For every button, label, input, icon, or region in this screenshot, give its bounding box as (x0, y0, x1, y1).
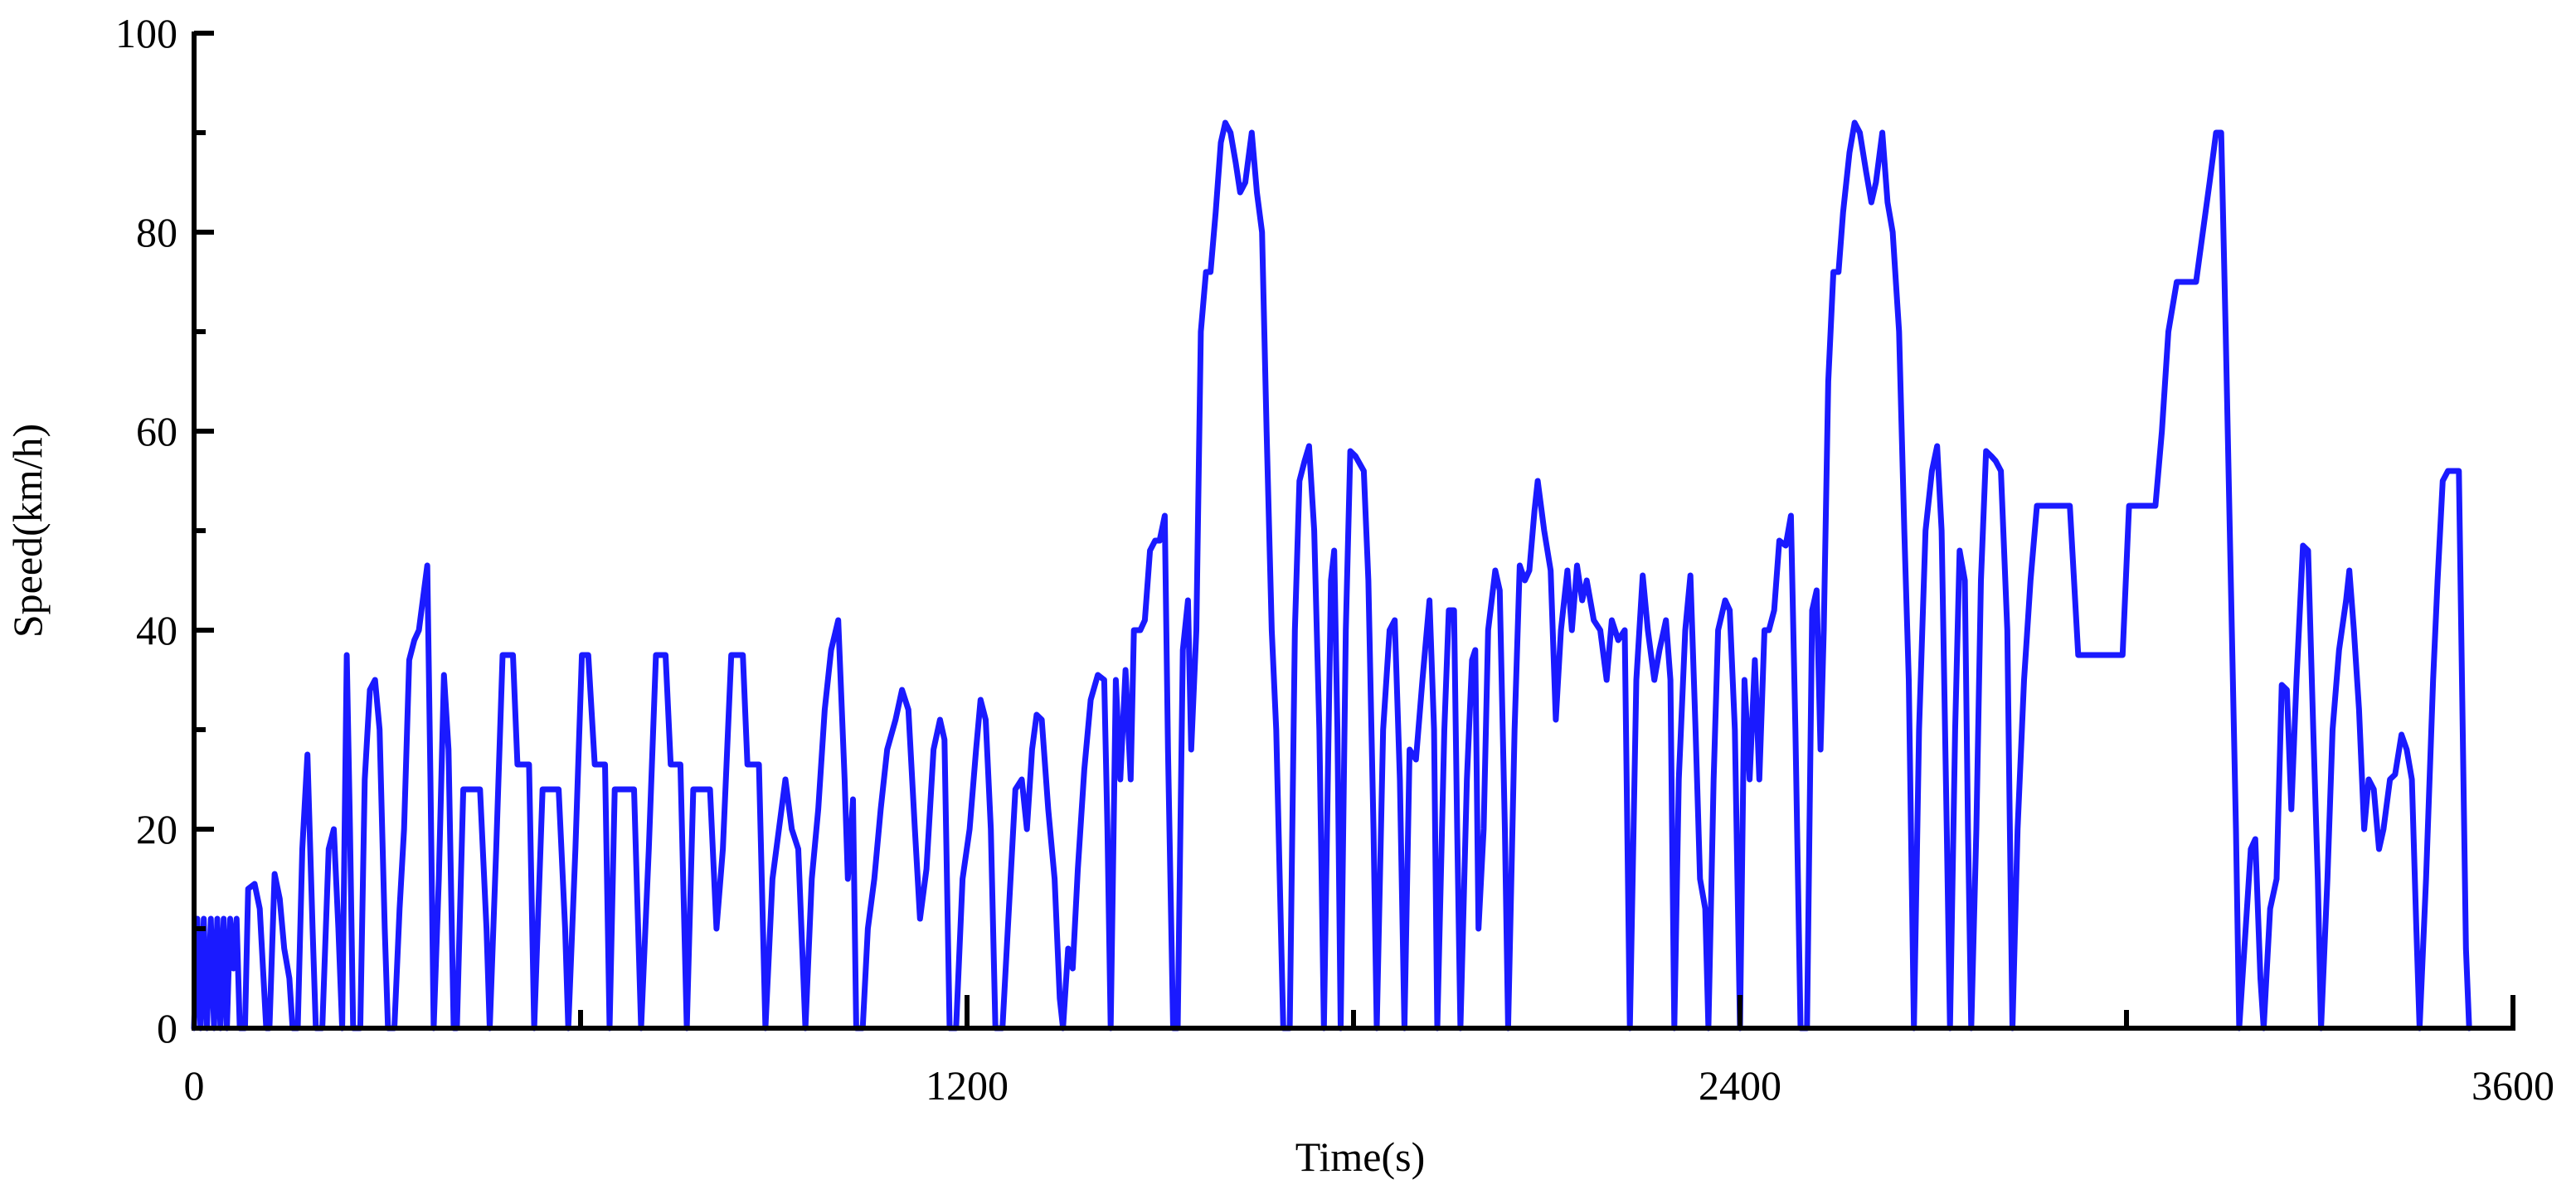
x-axis-label: Time(s) (1295, 1133, 1426, 1180)
y-tick-label: 80 (136, 209, 177, 255)
y-tick-label: 20 (136, 806, 177, 852)
y-tick-label: 40 (136, 607, 177, 653)
x-tick-label: 2400 (1699, 1062, 1781, 1109)
y-tick-label: 60 (136, 408, 177, 454)
y-tick-label: 100 (115, 10, 177, 56)
x-tick-label: 0 (184, 1062, 205, 1109)
x-tick-label: 3600 (2472, 1062, 2554, 1109)
y-axis-label: Speed(km/h) (4, 424, 51, 638)
x-tick-label: 1200 (926, 1062, 1009, 1109)
speed-line (191, 119, 2472, 1031)
y-tick-label: 0 (157, 1005, 177, 1051)
